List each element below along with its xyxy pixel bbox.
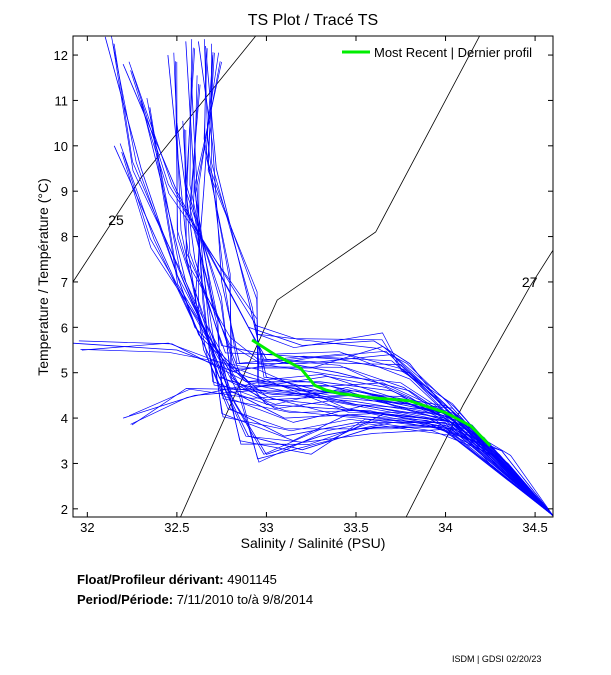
ts-profile <box>211 43 553 516</box>
density-contour <box>180 36 480 517</box>
density-contour-label: 27 <box>522 274 538 290</box>
y-tick-label: 11 <box>55 93 69 108</box>
ts-profile <box>186 47 553 516</box>
y-tick-label: 10 <box>54 139 68 154</box>
legend: Most Recent | Dernier profil <box>342 45 532 60</box>
ts-profile <box>73 342 553 516</box>
period-sep: to/à <box>237 592 259 607</box>
ts-profile <box>190 77 553 516</box>
ts-profile <box>207 52 553 516</box>
x-tick-label: 32 <box>80 520 94 535</box>
ts-profile <box>185 41 553 516</box>
ts-profile <box>203 48 553 516</box>
ts-profile <box>207 52 553 516</box>
ts-profile <box>184 129 553 516</box>
y-tick-label: 6 <box>61 320 68 335</box>
ts-profile <box>119 143 553 516</box>
period-end: 9/8/2014 <box>262 592 314 607</box>
ts-profile <box>80 349 553 516</box>
y-tick-label: 8 <box>61 230 68 245</box>
y-tick-label: 5 <box>61 366 68 381</box>
legend-label-most-recent: Most Recent | Dernier profil <box>374 45 532 60</box>
ts-profile <box>185 48 553 516</box>
ts-profile <box>204 47 553 516</box>
ts-profile <box>194 61 553 516</box>
period-start: 7/11/2010 <box>176 592 234 607</box>
ts-profile <box>193 75 553 516</box>
density-contour <box>73 36 257 283</box>
y-tick-label: 3 <box>61 456 68 471</box>
y-tick-label: 4 <box>61 411 68 426</box>
y-tick-label: 7 <box>61 275 68 290</box>
ts-profile <box>121 151 553 516</box>
plot-frame <box>72 35 554 518</box>
x-axis-label: Salinity / Salinité (PSU) <box>241 535 386 551</box>
ts-profile <box>198 52 553 516</box>
x-tick-label: 34 <box>438 520 452 535</box>
ts-profile <box>205 45 553 516</box>
y-axis-label: Temperature / Température (°C) <box>35 178 51 376</box>
ts-profile <box>189 84 553 516</box>
ts-profile <box>175 61 553 516</box>
x-tick-label: 33 <box>259 520 273 535</box>
x-tick-label: 34.5 <box>522 520 547 535</box>
y-tick-label: 9 <box>61 184 68 199</box>
chart-title: TS Plot / Tracé TS <box>248 12 378 29</box>
density-contour <box>405 249 553 517</box>
x-tick-label: 33.5 <box>343 520 368 535</box>
ts-profile <box>185 129 553 516</box>
ts-profile <box>194 55 553 516</box>
x-tick-label: 32.5 <box>164 520 189 535</box>
ts-profile <box>189 83 553 516</box>
density-contour-label: 25 <box>108 212 124 228</box>
float-id: 4901145 <box>227 572 277 587</box>
period-label: Period/Période: <box>77 592 174 607</box>
credit: ISDM | GDSI 02/20/23 <box>452 654 542 664</box>
most-recent-profile <box>251 338 492 447</box>
ts-profile <box>248 326 553 516</box>
float-info: Float/Profileur dérivant: 4901145 <box>77 572 277 587</box>
ts-profile <box>176 123 553 516</box>
ts-profile <box>195 61 553 516</box>
ts-profile <box>122 152 553 516</box>
y-tick-label: 2 <box>61 502 68 517</box>
ts-profile <box>198 41 553 516</box>
y-tick-label: 12 <box>54 48 68 63</box>
ts-profile <box>131 70 553 516</box>
period-info: Period/Période: 7/11/2010 to/à 9/8/2014 <box>77 592 313 607</box>
float-label: Float/Profileur dérivant: <box>77 572 224 587</box>
